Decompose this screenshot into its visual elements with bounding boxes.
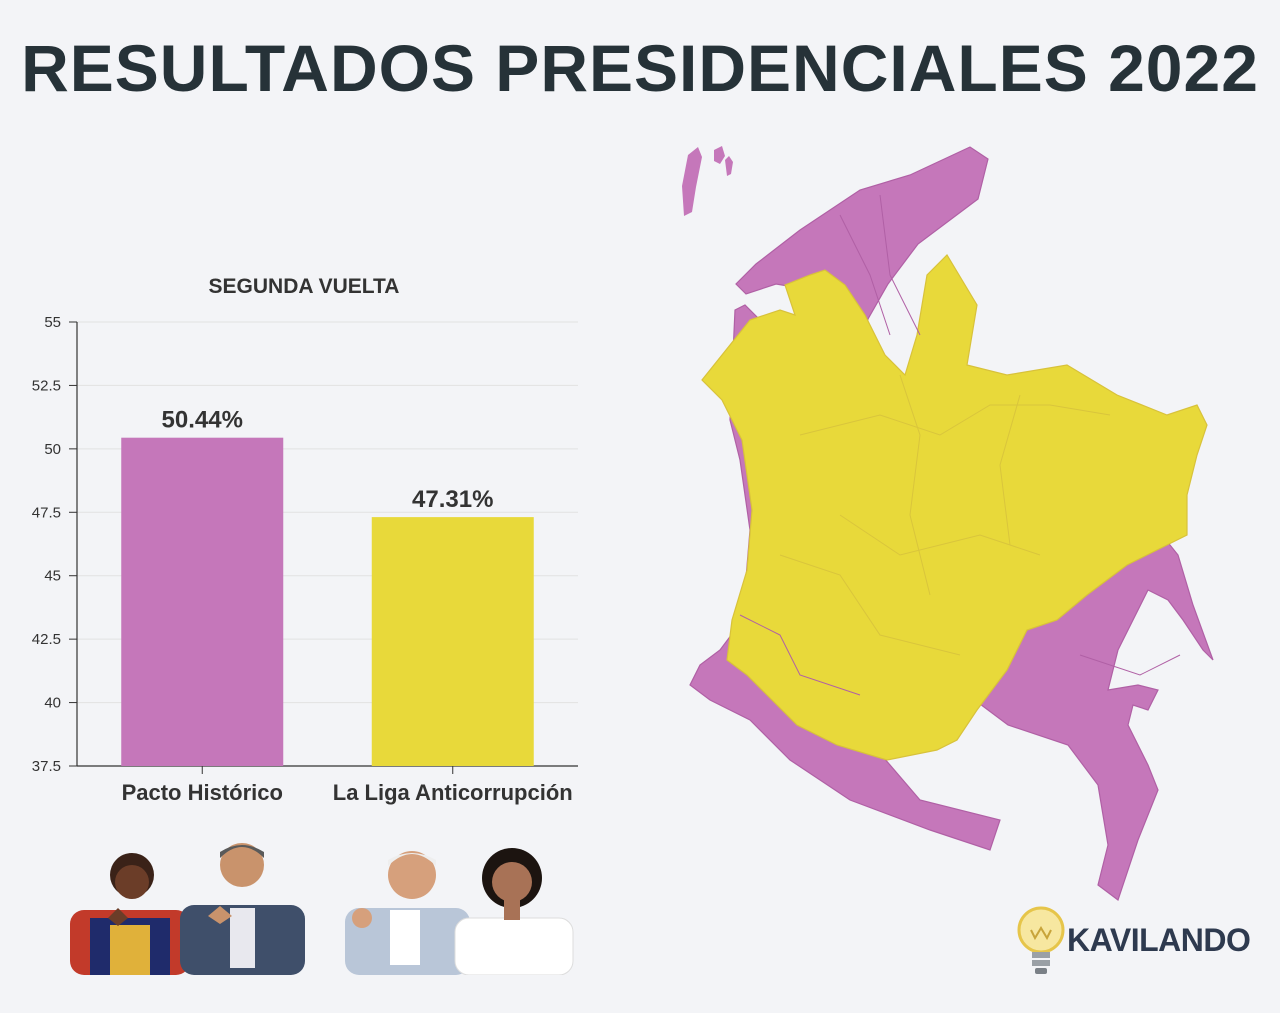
page-title: RESULTADOS PRESIDENCIALES 2022	[21, 31, 1259, 105]
chart-title: SEGUNDA VUELTA	[209, 275, 400, 298]
y-tick-label: 42.5	[32, 631, 61, 648]
bar-value-label: 50.44%	[162, 407, 243, 434]
x-tick-label: La Liga Anticorrupción	[333, 780, 573, 805]
bar	[121, 437, 284, 766]
y-tick-label: 50	[44, 441, 61, 458]
map-region-san-andres	[682, 147, 702, 216]
y-tick-label: 45	[44, 568, 61, 585]
bar-value-label: 47.31%	[412, 486, 493, 513]
y-tick-label: 52.5	[32, 377, 61, 394]
y-tick-label: 40	[44, 695, 61, 712]
colombia-results-map	[640, 135, 1220, 905]
lightbulb-icon	[1017, 906, 1065, 974]
logo-text: KAVILANDO	[1067, 922, 1251, 958]
x-tick-label: Pacto Histórico	[122, 780, 283, 805]
kavilando-logo: KAVILANDO	[1015, 900, 1251, 980]
bar-chart: SEGUNDA VUELTA 37.5 40 42.5 45 47.5 50 52.5 55 50…	[0, 260, 620, 820]
y-tick-label: 55	[44, 314, 61, 331]
bar-chart-svg: SEGUNDA VUELTA 37.5 40 42.5 45 47.5 50 52.5 55 50…	[32, 275, 578, 805]
map-region-yellow-center	[701, 254, 1208, 761]
y-tick-label: 37.5	[32, 758, 61, 775]
pacto-historico-candidates-photo	[60, 830, 310, 975]
liga-anticorrupcion-candidates-photo	[340, 830, 575, 975]
y-tick-label: 47.5	[32, 504, 61, 521]
bar	[371, 517, 534, 766]
